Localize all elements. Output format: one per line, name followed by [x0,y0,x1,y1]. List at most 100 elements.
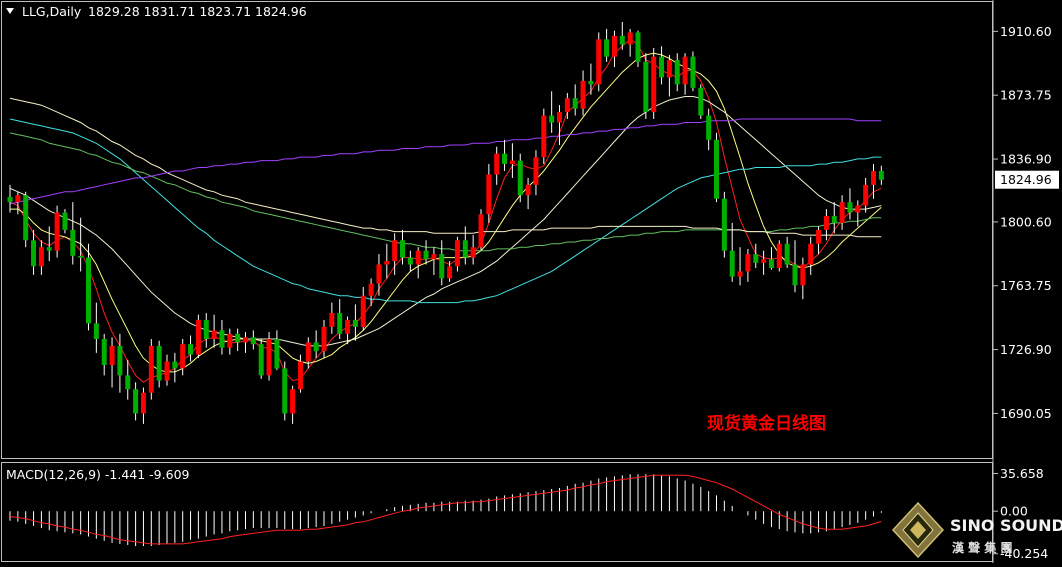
candle [447,261,453,282]
candle-body [219,330,225,348]
candle-body [78,255,84,258]
moving-average-1 [9,38,882,383]
candle-body [541,115,547,158]
candle-body [525,184,531,196]
candle-body [729,250,735,277]
candle [557,105,562,145]
candle-body [243,337,248,343]
candle-body [564,98,570,113]
candle-body [180,344,186,369]
candle [729,222,735,282]
candle-body [148,345,154,393]
chart-annotation: 现货黄金日线图 [707,413,826,434]
candle-body [431,254,437,260]
candle-body [164,361,170,381]
candle [808,236,814,275]
candle-body [62,212,68,230]
candle [486,164,492,223]
candle [345,316,351,345]
current-price-label: 1824.96 [1000,172,1052,187]
candle [313,330,319,359]
candle [871,164,876,199]
candle [164,354,170,386]
candle-body [23,195,29,241]
candle-body [863,184,869,206]
candle [415,247,421,279]
candle [407,250,413,272]
candle [462,226,468,265]
candle [619,22,625,50]
candle [745,248,751,282]
candle [517,153,523,203]
candle [454,236,460,272]
candle [62,209,68,234]
candle-body [211,330,217,340]
candle [38,240,44,275]
candle [31,229,37,275]
candle [533,150,539,196]
candle-body [776,243,782,268]
candle-body [470,247,476,258]
candle [243,332,248,353]
candle-body [227,333,233,348]
candlesticks [7,22,884,424]
candle [792,240,798,293]
candle [839,195,845,230]
candle-body [792,264,798,286]
candle-body [611,35,617,57]
candle [282,361,288,421]
candle [78,217,84,272]
candle [604,28,610,62]
candle [572,84,578,116]
candle-body [753,254,759,263]
candle [337,299,343,340]
current-price-tag: 1824.96 [995,170,1059,189]
candle [855,200,861,227]
candle [431,247,437,275]
candle [784,236,790,268]
candle [643,53,649,120]
candle [360,287,366,331]
candle-body [439,254,445,279]
chart-menu-triangle-icon[interactable] [6,8,14,14]
candle [502,139,508,171]
candle-body [659,56,665,78]
candle-body [447,266,453,279]
candle [761,250,767,275]
candle [86,243,91,331]
candle [7,184,13,213]
candle [611,30,617,68]
candle-body [109,345,115,365]
candle [211,314,217,348]
candle [352,304,358,341]
candle [525,177,531,210]
candle [753,243,759,268]
candle-body [737,271,743,277]
candle-body [745,254,751,272]
candle [666,54,672,97]
candle-body [588,80,594,85]
candle [376,254,382,296]
candle-body [698,87,704,116]
candle-body [666,60,672,78]
candle-body [407,257,413,265]
candle-body [651,56,657,113]
candle-body [117,345,123,376]
candle-body [847,202,853,213]
candle [800,257,806,300]
candle-body [816,229,822,244]
candle-body [808,243,814,265]
candle-body [172,361,178,369]
candle [823,209,829,241]
candle [564,93,570,120]
candle-body [140,392,146,414]
candle [494,146,500,185]
candle-body [376,264,382,284]
candle-body [831,216,837,223]
candle-body [635,32,641,62]
candle [690,51,696,92]
moving-average-4 [9,118,882,304]
candle-body [86,257,91,324]
